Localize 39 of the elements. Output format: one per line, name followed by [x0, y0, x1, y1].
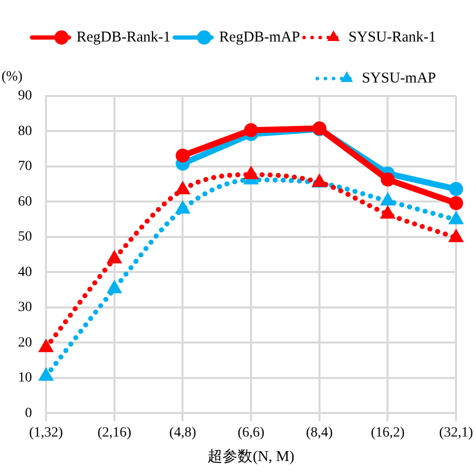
point	[243, 166, 259, 180]
point	[244, 123, 258, 138]
legend-label: RegDB-Rank-1	[76, 29, 171, 46]
x-tick-label: (6,6)	[238, 425, 265, 440]
point	[38, 338, 54, 352]
legend-label: RegDB-mAP	[219, 29, 300, 46]
point	[106, 250, 122, 264]
legend-label: SYSU-Rank-1	[348, 29, 436, 46]
y-tick-label: 10	[18, 370, 32, 386]
y-tick-label: 0	[25, 406, 32, 421]
x-tick-label: (1,32)	[29, 425, 64, 440]
point	[38, 367, 54, 381]
point	[448, 228, 464, 242]
point	[380, 172, 395, 187]
point	[449, 182, 464, 196]
y-tick-label: 70	[18, 159, 32, 174]
point	[449, 196, 464, 210]
legend-label: SYSU-mAP	[362, 70, 436, 86]
x-axis-title: 超参数(N, M)	[208, 448, 294, 465]
x-tick-label: (32,1)	[439, 425, 474, 440]
x-tick-label: (16,2)	[370, 425, 405, 440]
y-axis-title: (%)	[2, 70, 23, 85]
x-tick-label: (8,4)	[306, 425, 334, 440]
point	[448, 210, 464, 224]
point	[174, 180, 190, 194]
y-tick-label: 90	[18, 88, 32, 104]
x-tick-label: (4,8)	[169, 425, 196, 440]
y-tick-label: 80	[18, 124, 32, 139]
y-tick-label: 20	[18, 335, 32, 350]
y-tick-label: 50	[18, 230, 32, 245]
y-tick-label: 30	[18, 300, 32, 316]
y-tick-label: 60	[18, 194, 32, 210]
point	[380, 192, 396, 206]
point	[380, 205, 396, 219]
point	[176, 148, 190, 163]
x-tick-label: (2,16)	[97, 425, 132, 440]
y-tick-label: 40	[18, 264, 32, 280]
point	[106, 280, 122, 294]
point	[174, 200, 190, 214]
